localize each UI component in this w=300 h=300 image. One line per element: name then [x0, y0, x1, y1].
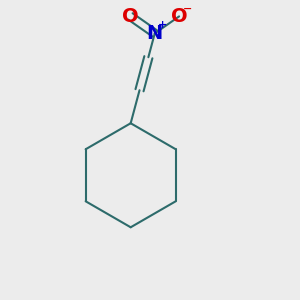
Text: N: N — [147, 24, 163, 43]
Text: O: O — [122, 7, 139, 26]
Text: −: − — [183, 3, 193, 14]
Text: +: + — [158, 20, 167, 30]
Text: O: O — [171, 7, 188, 26]
